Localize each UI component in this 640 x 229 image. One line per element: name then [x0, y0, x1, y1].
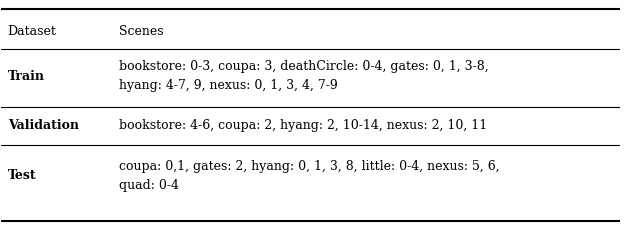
Text: Scenes: Scenes	[119, 25, 164, 38]
Text: Train: Train	[8, 70, 45, 82]
Text: Test: Test	[8, 169, 36, 182]
Text: Validation: Validation	[8, 119, 79, 132]
Text: Dataset: Dataset	[8, 25, 56, 38]
Text: bookstore: 4-6, coupa: 2, hyang: 2, 10-14, nexus: 2, 10, 11: bookstore: 4-6, coupa: 2, hyang: 2, 10-1…	[119, 119, 488, 132]
Text: bookstore: 0-3, coupa: 3, deathCircle: 0-4, gates: 0, 1, 3-8,
hyang: 4-7, 9, nex: bookstore: 0-3, coupa: 3, deathCircle: 0…	[119, 60, 489, 92]
Text: coupa: 0,1, gates: 2, hyang: 0, 1, 3, 8, little: 0-4, nexus: 5, 6,
quad: 0-4: coupa: 0,1, gates: 2, hyang: 0, 1, 3, 8,…	[119, 160, 500, 192]
